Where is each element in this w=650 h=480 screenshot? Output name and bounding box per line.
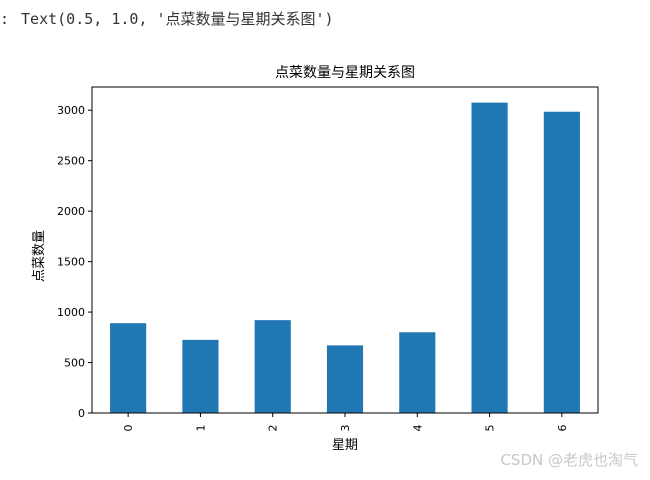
bar-0 (110, 323, 147, 413)
x-tick-label-4: 4 (411, 425, 424, 432)
bar-5 (471, 102, 508, 413)
x-tick-label-5: 5 (484, 425, 497, 432)
watermark: CSDN @老虎也淘气 (500, 451, 638, 469)
x-tick-label-3: 3 (339, 425, 352, 432)
output-text: Text(0.5, 1.0, '点菜数量与星期关系图') (21, 10, 334, 28)
output-prefix: : (0, 10, 10, 28)
y-tick-label-500: 500 (64, 357, 85, 370)
chart-title: 点菜数量与星期关系图 (275, 65, 415, 81)
cell-output-line: : Text(0.5, 1.0, '点菜数量与星期关系图') (0, 8, 334, 29)
x-tick-label-2: 2 (267, 425, 280, 432)
x-axis-label: 星期 (332, 438, 358, 453)
bar-4 (399, 332, 436, 413)
bar-3 (326, 345, 364, 413)
y-tick-label-2000: 2000 (57, 205, 85, 218)
plot-area: 0 500 1000 1500 2000 2500 3000 0 1 2 3 4 5 6 (57, 86, 599, 432)
x-tick-label-6: 6 (556, 425, 569, 432)
y-tick-label-2500: 2500 (57, 155, 85, 168)
bar-2 (254, 320, 291, 413)
x-tick-label-1: 1 (194, 425, 207, 432)
bar-6 (543, 111, 580, 413)
bar-1 (182, 339, 219, 413)
y-tick-label-1000: 1000 (57, 306, 85, 319)
y-tick-label-1500: 1500 (57, 256, 85, 269)
x-tick-label-0: 0 (122, 425, 135, 432)
y-axis-label: 点菜数量 (32, 230, 47, 282)
y-tick-label-3000: 3000 (57, 104, 85, 117)
y-tick-label-0: 0 (78, 407, 85, 420)
